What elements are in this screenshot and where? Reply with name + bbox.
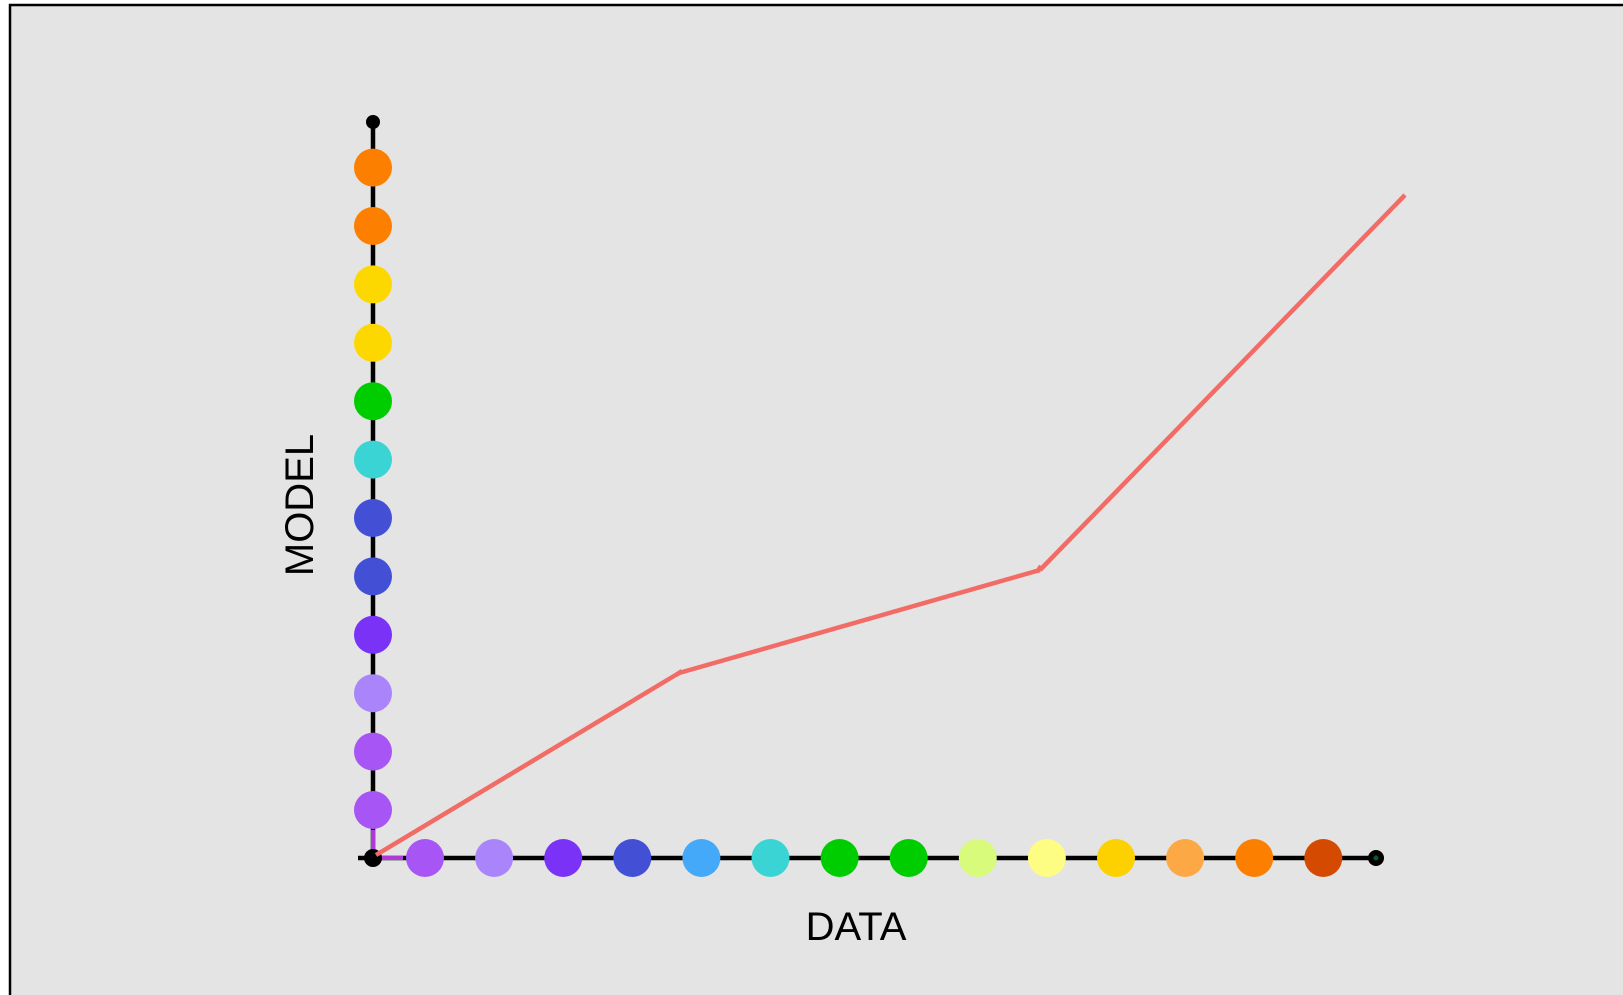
x-axis-dot [613, 839, 652, 877]
y-axis-dot [354, 615, 392, 654]
y-axis-dot [354, 207, 392, 245]
y-axis-end-node [366, 115, 380, 129]
x-axis-dot [475, 839, 514, 877]
x-axis-dot [751, 839, 790, 877]
x-axis-dot [820, 839, 859, 877]
y-axis-dot [354, 791, 392, 829]
x-axis-dot [1027, 839, 1066, 877]
y-axis-dot [354, 732, 392, 771]
y-axis-dot [354, 323, 392, 362]
diagram-background [8, 3, 1623, 995]
y-axis-dot [354, 265, 392, 304]
curve-group [374, 193, 1407, 857]
y-axis-dot [354, 440, 392, 479]
y-axis-dot [354, 148, 392, 187]
curve-segment-2 [678, 567, 1041, 676]
x-axis-dot [1304, 839, 1343, 877]
curve-kink-1 [674, 669, 684, 677]
x-axis-dot [1166, 839, 1205, 877]
x-axis-dots [406, 839, 1343, 877]
x-axis-dot [1235, 839, 1274, 877]
x-axis-dot [958, 839, 997, 877]
x-axis-dot [1097, 839, 1135, 877]
curve-segment-1 [374, 671, 681, 857]
x-axis-label: DATA [806, 905, 907, 949]
x-axis-dot [682, 839, 721, 877]
y-axis-dot [354, 499, 392, 537]
x-axis-dot [544, 839, 583, 877]
y-axis-dot [354, 382, 392, 421]
y-axis-dots [354, 148, 392, 829]
y-axis-label: MODEL [278, 434, 322, 576]
y-axis-dot [354, 674, 392, 713]
curve-segment-3 [1038, 193, 1407, 572]
x-axis-end-node-center [1373, 855, 1379, 861]
x-axis-dot [889, 839, 928, 877]
x-axis-dot [406, 839, 444, 877]
y-axis-dot [354, 557, 392, 596]
curve-kink-2 [1035, 564, 1043, 574]
